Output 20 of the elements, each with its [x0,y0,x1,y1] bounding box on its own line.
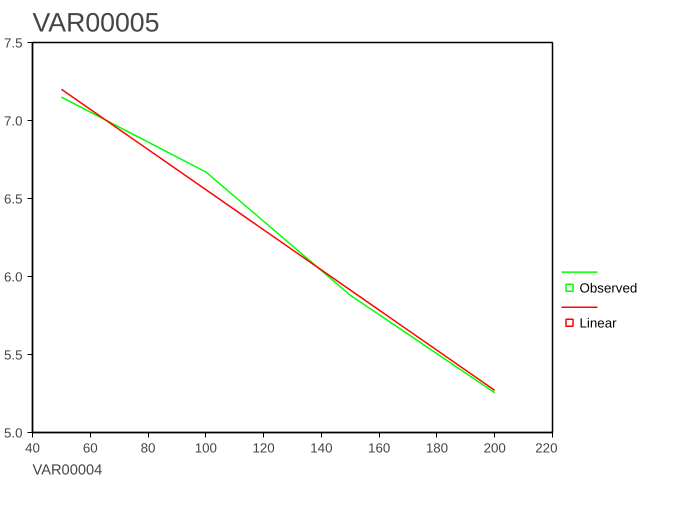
x-tick-label: 200 [484,440,506,456]
x-tick-label: 100 [194,440,217,456]
x-tick-label: 140 [310,440,333,456]
y-tick-label: 7.5 [4,36,23,50]
y-tick-label: 5.5 [4,348,23,362]
x-tick-label: 180 [426,440,448,456]
x-tick-label: 120 [252,440,275,456]
x-tick-label: 80 [140,440,156,456]
x-tick-label: 160 [368,440,390,456]
x-axis-title: VAR00004 [32,462,102,478]
y-tick-label: 7.0 [4,114,23,128]
y-tick-label: 6.0 [4,270,23,284]
chart-title: VAR00005 [32,8,160,38]
y-tick-label: 6.5 [4,192,23,206]
x-tick-label: 40 [25,440,40,456]
x-tick-label: 220 [535,440,558,456]
legend-label: Linear [580,315,618,330]
legend-label: Observed [580,280,638,296]
x-tick-label: 60 [82,440,98,456]
y-tick-label: 5.0 [4,426,23,440]
